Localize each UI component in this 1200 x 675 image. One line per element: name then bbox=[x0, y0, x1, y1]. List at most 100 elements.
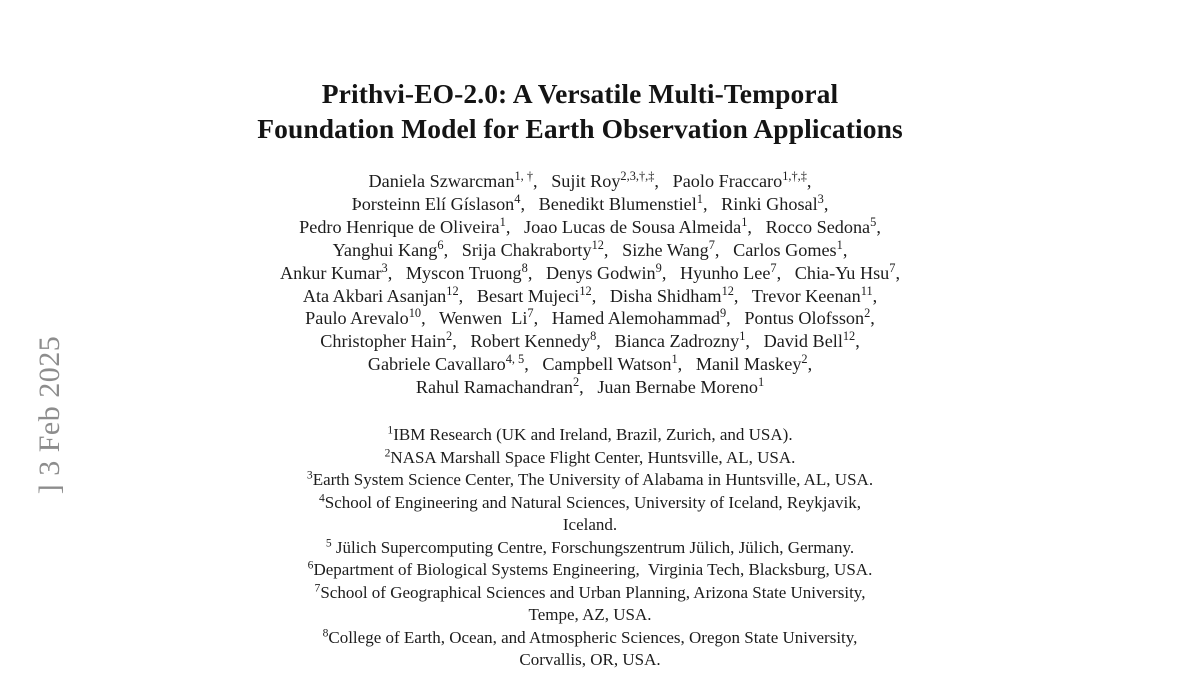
author-affiliation-marker: 1, † bbox=[514, 168, 533, 183]
author-separator: , bbox=[876, 216, 881, 237]
author-separator: , bbox=[505, 216, 524, 237]
author-affiliation-marker: 1 bbox=[739, 329, 746, 344]
author-line: Daniela Szwarcman1, †, Sujit Roy2,3,†,‡,… bbox=[150, 170, 1030, 193]
author-name: Besart Mujeci bbox=[476, 285, 580, 306]
author-separator: , bbox=[714, 239, 734, 260]
author-affiliation-marker: 8 bbox=[590, 329, 597, 344]
author-name: Bianca Zadrozny bbox=[614, 331, 740, 352]
author-separator: , bbox=[842, 239, 848, 260]
affiliation-line: 6Department of Biological Systems Engine… bbox=[150, 559, 1030, 582]
affiliation-text: IBM Research (UK and Ireland, Brazil, Zu… bbox=[393, 425, 793, 444]
author-name: Chia-Yu Hsu bbox=[794, 262, 890, 283]
author-affiliation-marker: 3 bbox=[381, 260, 388, 275]
author-separator: , bbox=[443, 239, 462, 260]
author-list: Daniela Szwarcman1, †, Sujit Roy2,3,†,‡,… bbox=[150, 170, 1030, 399]
author-name: Pedro Henrique de Oliveira bbox=[299, 216, 500, 237]
author-name: Wenwen Li bbox=[438, 308, 528, 329]
affiliation-line: 3Earth System Science Center, The Univer… bbox=[150, 469, 1030, 492]
author-separator: , bbox=[591, 285, 610, 306]
author-separator: , bbox=[520, 193, 539, 214]
author-line: Rahul Ramachandran2, Juan Bernabe Moreno… bbox=[150, 376, 1030, 399]
author-affiliation-marker: 3 bbox=[817, 191, 824, 206]
author-separator: , bbox=[776, 262, 795, 283]
author-line: Þorsteinn Elí Gíslason4, Benedikt Blumen… bbox=[150, 193, 1030, 216]
author-name: Hyunho Lee bbox=[680, 262, 771, 283]
author-affiliation-marker: 7 bbox=[708, 237, 715, 252]
author-separator: , bbox=[452, 331, 471, 352]
author-separator: , bbox=[870, 308, 875, 329]
affiliation-text: Jülich Supercomputing Centre, Forschungs… bbox=[331, 537, 855, 557]
affiliation-marker: 7 bbox=[314, 580, 321, 594]
author-name: Þorsteinn Elí Gíslason bbox=[351, 193, 515, 214]
author-affiliation-marker: 10 bbox=[408, 306, 422, 321]
affiliation-line: 7School of Geographical Sciences and Urb… bbox=[150, 582, 1030, 605]
author-name: Rinki Ghosal bbox=[721, 193, 818, 214]
author-separator: , bbox=[458, 285, 477, 306]
author-name: Denys Godwin bbox=[546, 262, 656, 283]
affiliation-list: 1IBM Research (UK and Ireland, Brazil, Z… bbox=[150, 424, 1030, 672]
author-affiliation-marker: 2,3,†,‡ bbox=[620, 168, 655, 183]
author-affiliation-marker: 2 bbox=[864, 306, 871, 321]
affiliation-text: Earth System Science Center, The Univers… bbox=[312, 470, 874, 489]
author-affiliation-marker: 1 bbox=[696, 191, 703, 206]
author-affiliation-marker: 7 bbox=[770, 260, 777, 275]
author-separator: , bbox=[533, 308, 552, 329]
author-affiliation-marker: 12 bbox=[842, 329, 856, 344]
affiliation-text: Tempe, AZ, USA. bbox=[528, 605, 652, 624]
affiliation-line: Tempe, AZ, USA. bbox=[150, 604, 1030, 627]
author-name: Hamed Alemohammad bbox=[551, 308, 720, 329]
author-name: Daniela Szwarcman bbox=[368, 171, 515, 191]
author-separator: , bbox=[661, 262, 680, 283]
affiliation-marker: 2 bbox=[384, 445, 391, 459]
author-affiliation-marker: 11 bbox=[860, 283, 873, 298]
author-name: Ankur Kumar bbox=[279, 262, 382, 283]
affiliation-marker: 5 bbox=[325, 535, 332, 549]
affiliation-line: 1IBM Research (UK and Ireland, Brazil, Z… bbox=[150, 424, 1030, 447]
author-name: Trevor Keenan bbox=[751, 285, 861, 306]
author-separator: , bbox=[654, 171, 673, 191]
arxiv-stamp-text: ] 3 Feb 2025 bbox=[33, 335, 66, 495]
author-affiliation-marker: 5 bbox=[870, 214, 877, 229]
author-name: Yanghui Kang bbox=[332, 239, 438, 260]
author-affiliation-marker: 12 bbox=[446, 283, 459, 298]
affiliation-text: Corvallis, OR, USA. bbox=[519, 650, 661, 669]
author-affiliation-marker: 9 bbox=[719, 306, 727, 321]
author-affiliation-marker: 2 bbox=[801, 352, 808, 367]
author-separator: , bbox=[855, 331, 860, 352]
author-name: Carlos Gomes bbox=[733, 239, 837, 260]
author-line: Ata Akbari Asanjan12, Besart Mujeci12, D… bbox=[150, 283, 1030, 308]
author-name: Sujit Roy bbox=[551, 171, 621, 191]
affiliation-text: Department of Biological Systems Enginee… bbox=[313, 560, 873, 579]
author-separator: , bbox=[823, 193, 829, 214]
affiliation-marker: 3 bbox=[306, 468, 313, 482]
author-name: Campbell Watson bbox=[542, 354, 672, 375]
affiliation-marker: 8 bbox=[322, 625, 329, 639]
author-name: Gabriele Cavallaro bbox=[367, 354, 506, 375]
author-separator: , bbox=[702, 193, 722, 214]
author-affiliation-marker: 1 bbox=[499, 214, 506, 229]
author-affiliation-marker: 2 bbox=[446, 329, 453, 344]
author-affiliation-marker: 12 bbox=[579, 283, 592, 298]
affiliation-line: 4School of Engineering and Natural Scien… bbox=[150, 492, 1030, 515]
author-name: Pontus Olofsson bbox=[744, 308, 865, 329]
affiliation-line: Corvallis, OR, USA. bbox=[150, 649, 1030, 672]
author-separator: , bbox=[806, 171, 812, 191]
author-affiliation-marker: 1 bbox=[671, 352, 678, 367]
author-separator: , bbox=[421, 308, 439, 329]
author-name: Christopher Hain bbox=[320, 331, 446, 352]
affiliation-text: School of Geographical Sciences and Urba… bbox=[320, 582, 866, 602]
affiliation-marker: 6 bbox=[307, 558, 314, 572]
author-name: David Bell bbox=[763, 331, 843, 352]
author-separator: , bbox=[872, 285, 878, 306]
author-name: Srija Chakraborty bbox=[461, 239, 592, 260]
author-name: Paulo Arevalo bbox=[305, 308, 409, 329]
paper-title-page: ] 3 Feb 2025 Prithvi-EO-2.0: A Versatile… bbox=[33, 78, 1030, 669]
affiliation-marker: 4 bbox=[318, 490, 325, 504]
author-line: Yanghui Kang6, Srija Chakraborty12, Sizh… bbox=[150, 237, 1030, 262]
affiliation-text: Iceland. bbox=[562, 515, 618, 534]
author-name: Robert Kennedy bbox=[470, 331, 591, 352]
author-affiliation-marker: 4, 5 bbox=[505, 352, 525, 367]
author-separator: , bbox=[387, 262, 406, 283]
author-separator: , bbox=[524, 354, 543, 375]
author-name: Rocco Sedona bbox=[765, 216, 871, 237]
